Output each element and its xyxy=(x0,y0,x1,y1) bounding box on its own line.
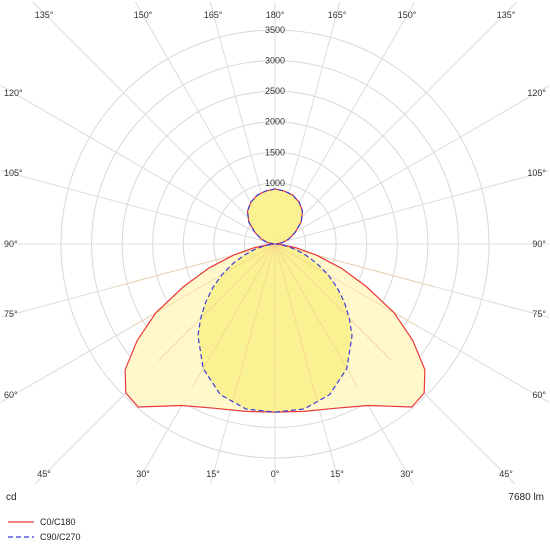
series-line xyxy=(197,188,353,413)
radial-tick-label: 2500 xyxy=(265,86,285,96)
radial-tick-label: 2000 xyxy=(265,117,285,127)
angle-label-left: 90° xyxy=(4,239,18,249)
radial-tick-label: 1500 xyxy=(265,147,285,157)
axis-labels: 1000 1500 2000 2500 3000 3500 135° 150° 165° 180°… xyxy=(4,10,546,479)
angle-label-bottom: 45° xyxy=(499,469,513,479)
angle-label-right: 60° xyxy=(532,390,546,400)
flux-label: 7680 lm xyxy=(508,492,544,503)
unit-label: cd xyxy=(6,492,17,503)
grid-spoke xyxy=(274,1,518,245)
lit-spoke xyxy=(274,243,435,288)
angle-label-left: 105° xyxy=(4,168,23,178)
angle-label-top: 135° xyxy=(35,10,54,20)
angle-label-right: 120° xyxy=(527,88,546,98)
lit-spoke xyxy=(158,243,276,361)
angle-label-right: 75° xyxy=(532,309,546,319)
angle-label-bottom: 45° xyxy=(37,469,51,479)
radial-tick-label: 3000 xyxy=(265,56,285,66)
lit-spoke xyxy=(274,243,392,361)
radial-tick-label: 3500 xyxy=(265,25,285,35)
series-lines xyxy=(124,188,426,413)
angle-label-bottom: 0° xyxy=(271,469,280,479)
grid-spoke xyxy=(32,1,276,245)
angle-label-left: 75° xyxy=(4,309,18,319)
angle-label-top: 135° xyxy=(497,10,516,20)
angle-label-bottom: 30° xyxy=(136,469,150,479)
radial-tick-label: 1000 xyxy=(265,178,285,188)
angle-label-bottom: 15° xyxy=(330,469,344,479)
angle-label-left: 120° xyxy=(4,88,23,98)
grid-spoke xyxy=(274,85,550,245)
lit-spoke xyxy=(192,243,276,388)
angle-label-bottom: 15° xyxy=(206,469,220,479)
series-fills xyxy=(115,188,435,413)
angle-label-right: 90° xyxy=(532,239,546,249)
angle-label-left: 60° xyxy=(4,390,18,400)
grid-spoke xyxy=(274,170,550,245)
legend-label: C0/C180 xyxy=(40,517,76,527)
legend: C0/C180 C90/C270 xyxy=(8,517,81,542)
lit-spoke xyxy=(231,243,276,404)
angle-label-top: 165° xyxy=(204,10,223,20)
lit-spoke xyxy=(115,243,276,288)
angle-label-top: 180° xyxy=(266,10,285,20)
angle-label-top: 165° xyxy=(328,10,347,20)
angle-label-right: 105° xyxy=(527,168,546,178)
grid-spoke xyxy=(0,170,276,245)
angle-label-top: 150° xyxy=(134,10,153,20)
legend-label: C90/C270 xyxy=(40,532,81,542)
lit-spoke xyxy=(274,243,358,388)
angle-label-top: 150° xyxy=(398,10,417,20)
lit-spoke xyxy=(274,243,319,404)
angle-label-bottom: 30° xyxy=(400,469,414,479)
grid-spoke xyxy=(0,85,276,245)
